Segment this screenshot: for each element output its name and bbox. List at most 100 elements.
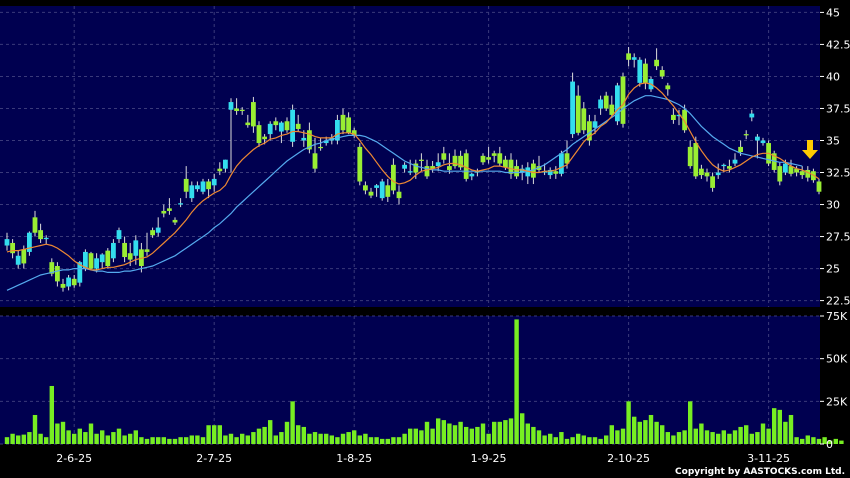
candle-body [312,153,318,169]
volume-bar [833,438,838,444]
volume-bar [721,430,726,444]
candle-body [211,178,217,186]
volume-bar [161,437,166,444]
volume-bar [822,437,827,444]
candle-body [32,217,38,233]
candle-body [592,121,598,128]
volume-bar [10,433,15,444]
volume-bar [100,430,105,444]
volume-bar [716,433,721,444]
volume-bar [139,437,144,444]
candle-body [49,262,55,274]
volume-bar [133,430,138,444]
volume-bar [604,435,609,444]
candle-body [55,266,60,282]
price-tick-label: 40 [826,70,840,83]
volume-bar [788,414,794,444]
volume-bar [794,437,799,444]
candle-body [363,185,368,191]
volume-bar [55,423,60,444]
candle-body [816,181,822,192]
volume-tick-label: 75K [826,310,848,323]
candle-body [615,85,620,122]
candle-body [307,130,312,150]
candle-body [99,254,105,263]
candle-body [531,163,536,178]
volume-bar [150,437,155,444]
volume-bar [128,433,133,444]
candle-body [637,59,643,83]
date-tick-label: 3-11-25 [747,452,790,465]
volume-bar [805,435,810,444]
volume-axis: 0 25K 50K 75K [820,310,848,451]
volume-bar [643,420,648,444]
volume-bar [167,438,172,444]
date-tick-label: 2-10-25 [607,452,650,465]
volume-bar [749,433,754,444]
candle-body [251,102,256,127]
candle-body [357,146,363,182]
candle-body [710,176,715,188]
candle-body [38,230,43,240]
price-tick-label: 22.5 [826,295,850,308]
candle-body [687,146,693,167]
candle-body [15,255,21,265]
price-tick-label: 42.5 [826,38,850,51]
volume-bar [419,430,424,444]
volume-bar [111,432,116,444]
volume-bar [66,430,71,444]
candle-body [715,172,721,176]
volume-bar [525,423,530,444]
volume-bar [368,437,374,444]
volume-bar [755,432,760,444]
volume-bar [49,385,54,444]
volume-bar [576,433,581,444]
candle-body [172,219,178,223]
candle-body [777,166,783,182]
volume-bar [531,426,536,444]
candle-body [598,99,603,109]
volume-bar [620,428,626,444]
candle-body [379,181,385,199]
volume-bar [727,433,732,444]
candle-body [335,119,340,141]
volume-bar [671,435,676,444]
candle-body [699,168,704,176]
volume-bar [94,433,99,444]
candle-body [4,239,10,246]
candle-body [721,164,727,167]
candle-body [105,250,111,267]
candle-body [183,178,189,192]
volume-bar [693,428,698,444]
candle-body [284,121,290,131]
candle-body [564,153,570,164]
candle-body [21,249,27,264]
down-arrow-shape [802,140,818,159]
price-axis: 22.5 25 27.5 30 32.5 35 37.5 40 42.5 45 [820,6,850,308]
volume-bar [514,319,519,444]
candle-body [94,258,99,269]
volume-bar [385,438,390,444]
volume-bar [324,433,329,444]
candle-body [659,70,665,77]
candle-body [475,171,480,173]
volume-bar [200,437,206,444]
candle-body [799,171,805,176]
volume-bar [436,418,441,444]
volume-bar [464,426,469,444]
volume-bar [828,440,833,444]
volume-bar [744,425,749,444]
volume-bar [441,420,446,444]
volume-tick-label: 0 [826,438,833,451]
volume-bar [548,433,553,444]
volume-bar [637,421,642,444]
volume-bar [268,420,273,444]
candle-body [88,253,94,269]
volume-bar [72,433,77,444]
price-tick-label: 32.5 [826,167,850,180]
candle-body [738,146,743,153]
candle-body [402,164,407,169]
volume-bar [217,425,222,444]
volume-bar [105,435,110,444]
